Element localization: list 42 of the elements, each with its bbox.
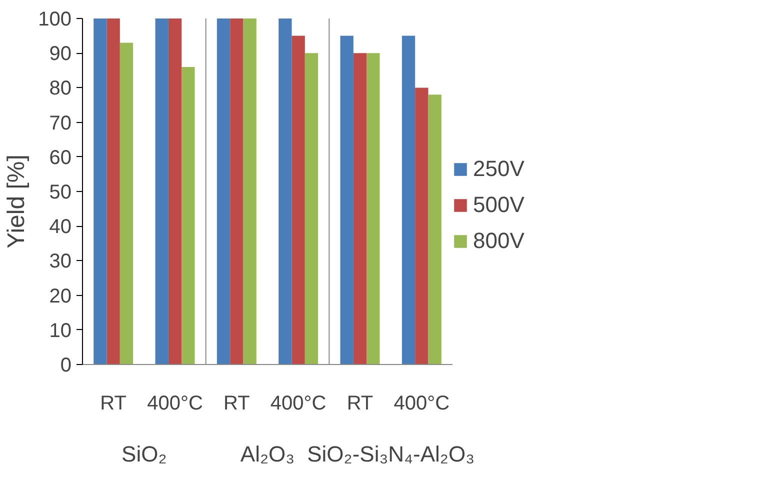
bar [340,36,354,364]
text: Al₂O₃ [240,442,295,466]
bar [216,18,230,364]
y-tick-label: 30 [49,250,72,273]
y-axis-title: Yield [%] [3,154,30,248]
legend-label: 500V [473,192,524,218]
x-tick-label: RT [100,392,126,414]
x-tick-label: 400°C [394,392,450,414]
bar [278,18,292,364]
y-tick-label: 60 [49,146,72,169]
text: SiO₂-Si₃N₄-Al₂O₃ [307,442,475,466]
bar [292,36,305,364]
y-tick-label: 100 [38,8,72,30]
bar [415,88,428,364]
bar [155,18,168,364]
bar [428,94,442,364]
x-tick-label: RT [224,392,250,414]
y-tick-label: 50 [49,182,72,204]
x-tick-label: 400°C [270,392,326,414]
y-tick-label: 0 [60,354,72,376]
legend-label: 800V [473,228,524,254]
y-tick-label: 40 [49,216,72,238]
bar [230,18,244,364]
bar [243,18,256,364]
bar [94,18,107,364]
bar [168,18,182,364]
y-tick-label: 20 [49,285,72,308]
y-tick-label: 80 [49,78,72,100]
bar [304,53,318,364]
y-tick-label: 70 [49,112,72,134]
x-tick-label: RT [346,392,374,414]
bar [366,53,380,364]
y-tick-label: 90 [49,43,72,66]
bar [106,18,120,364]
bar [353,53,367,364]
y-tick-label: 10 [49,320,72,342]
x-tick-label: 400°C [147,392,203,414]
bar [120,42,134,364]
bar [182,66,195,364]
text: SiO₂ [122,442,167,466]
legend-label: 250V [473,156,524,182]
bar [402,36,416,364]
